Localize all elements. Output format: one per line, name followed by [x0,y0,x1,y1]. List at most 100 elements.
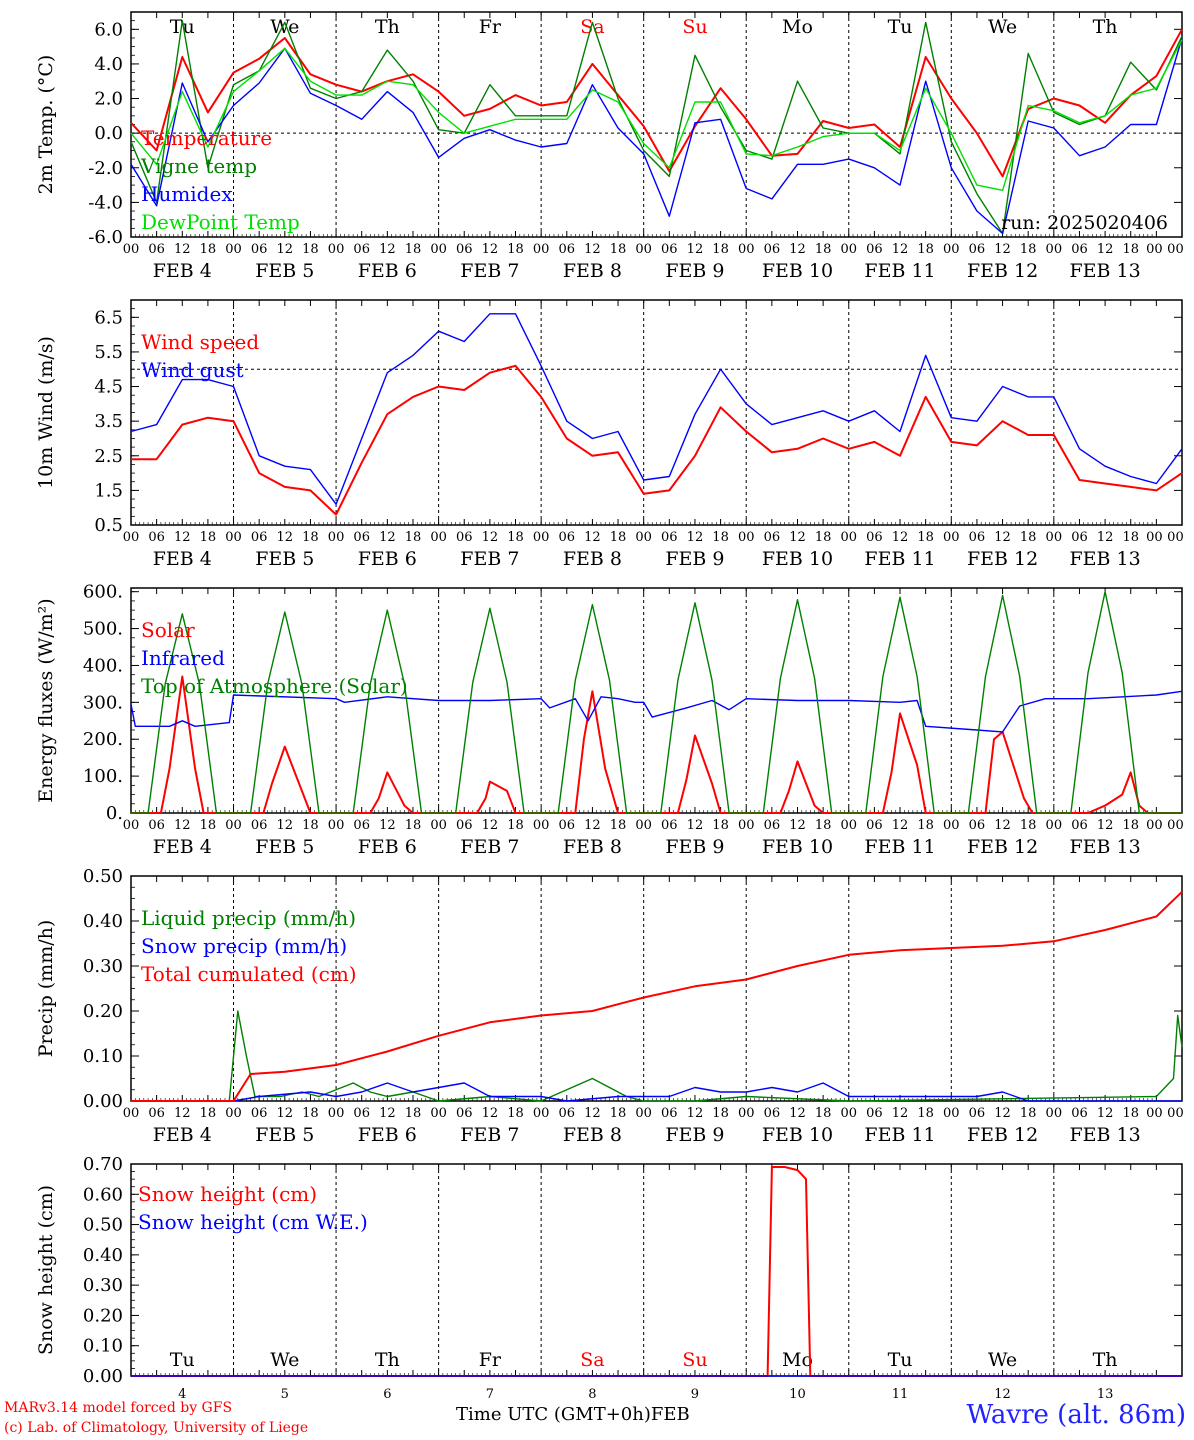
y-axis-label: Precip (mm/h) [35,920,57,1058]
x-date-label: FEB 8 [563,836,622,858]
x-tick-label: 18 [1020,242,1037,257]
legend-entry: DewPoint Temp [141,210,300,234]
x-tick-label: 06 [1071,530,1088,545]
x-tick-label: 06 [559,242,576,257]
y-tick-label: 6.0 [94,19,123,40]
x-tick-label: 12 [174,818,191,833]
day-number-label: 10 [789,1387,806,1402]
x-tick-label: 06 [251,818,268,833]
x-date-label: FEB 10 [762,260,833,282]
x-tick-label: 18 [610,818,627,833]
x-tick-label: 06 [764,530,781,545]
day-number-label: 12 [994,1387,1011,1402]
x-tick-label: 18 [1122,1106,1139,1121]
x-date-label: FEB 9 [665,548,724,570]
x-tick-label: 00 [123,818,140,833]
x-tick-label: 00 [225,530,242,545]
x-tick-label: 06 [969,818,986,833]
x-tick-label: 18 [1122,530,1139,545]
y-tick-label: -6.0 [88,227,123,248]
weekday-label: Mo [782,16,813,38]
x-tick-label: 18 [302,242,319,257]
legend-entry: Temperature [141,126,272,150]
x-tick-label: 00 [430,242,447,257]
y-tick-label: 0.60 [83,1184,123,1205]
x-tick-label: 00 [1046,1106,1063,1121]
x-tick-label: 12 [379,530,396,545]
x-date-label: FEB 10 [762,836,833,858]
x-date-label: FEB 4 [153,260,212,282]
series-line-1 [131,1010,1183,1102]
panel-1: 00 06 12 18 00 06 12 18 00 06 12 18 00 06 12 18 00 06 12 18… [35,11,1184,282]
x-tick-label: 18 [917,242,934,257]
x-date-label: FEB 6 [358,548,417,570]
x-tick-label: 06 [353,1106,370,1121]
weekday-label: Th [375,16,400,38]
x-tick-label: 18 [405,1106,422,1121]
x-tick-label: 18 [405,530,422,545]
y-tick-label: -2.0 [88,158,123,179]
x-tick-label: 18 [200,530,217,545]
x-tick-label: 06 [148,818,165,833]
x-tick-label: 00 [738,818,755,833]
x-tick-label: 00 [1046,530,1063,545]
x-tick-label: 12 [994,818,1011,833]
x-tick-label: 00 [328,818,345,833]
x-tick-label: 18 [1122,818,1139,833]
x-tick-label: 00 [1046,242,1063,257]
month-label: FEB [650,1404,690,1425]
x-tick-label: 18 [610,242,627,257]
y-tick-label: 0.20 [83,1305,123,1326]
x-date-label: FEB 13 [1069,836,1140,858]
y-tick-label: 1.5 [94,480,123,501]
weekday-label: Tu [888,16,913,38]
x-tick-label: 12 [584,818,601,833]
y-tick-label: 0.30 [83,1275,123,1296]
x-tick-label: 00 [635,530,652,545]
legend-entry: Total cumulated (cm) [141,962,357,986]
x-tick-label: 06 [251,1106,268,1121]
x-date-label: FEB 13 [1069,548,1140,570]
x-tick-label: 18 [302,530,319,545]
weekday-label: Sa [580,16,604,38]
x-tick-label: 12 [379,242,396,257]
x-tick-label: 12 [277,1106,294,1121]
day-number-label: 6 [383,1387,391,1402]
x-date-label: FEB 12 [967,548,1038,570]
x-date-label: FEB 9 [665,836,724,858]
panel-5: 0.70 0.60 0.50 0.40 0.30 0.20 0.10 0.00 Snow hei… [35,1154,1183,1402]
x-date-label: FEB 6 [358,1124,417,1146]
x-date-label: FEB 8 [563,260,622,282]
x-tick-label: 06 [1071,1106,1088,1121]
x-tick-label: 06 [148,530,165,545]
x-tick-label: 06 [353,818,370,833]
x-tick-label: 06 [456,818,473,833]
x-date-label: FEB 5 [255,836,314,858]
legend-entry: Humidex [141,182,233,206]
x-tick-label: 06 [559,530,576,545]
weekday-label: We [988,16,1017,38]
y-tick-label: 0.10 [83,1336,123,1357]
x-tick-label: 12 [789,818,806,833]
x-tick-label: 12 [687,242,704,257]
x-tick-label: 00 [533,530,550,545]
x-tick-label: 12 [1097,242,1114,257]
y-tick-label: 200. [83,729,123,750]
weekday-label: Tu [170,16,195,38]
day-number-label: 4 [178,1387,186,1402]
x-tick-label: 00 [840,530,857,545]
x-tick-label: 06 [251,530,268,545]
series-line-3 [131,591,1182,814]
x-tick-label: 18 [917,530,934,545]
x-tick-label: 00 [225,242,242,257]
station-name: Wavre (alt. 86m) [966,1400,1186,1430]
x-tick-label: 06 [559,818,576,833]
x-tick-label: 06 [866,1106,883,1121]
x-tick-label: 18 [200,818,217,833]
x-tick-label: 18 [302,1106,319,1121]
x-tick-label: 00 [943,242,960,257]
x-tick-label: 18 [815,818,832,833]
plot-frame [130,587,1183,814]
weekday-label: Sa [580,1349,604,1371]
x-tick-label: 12 [482,530,499,545]
